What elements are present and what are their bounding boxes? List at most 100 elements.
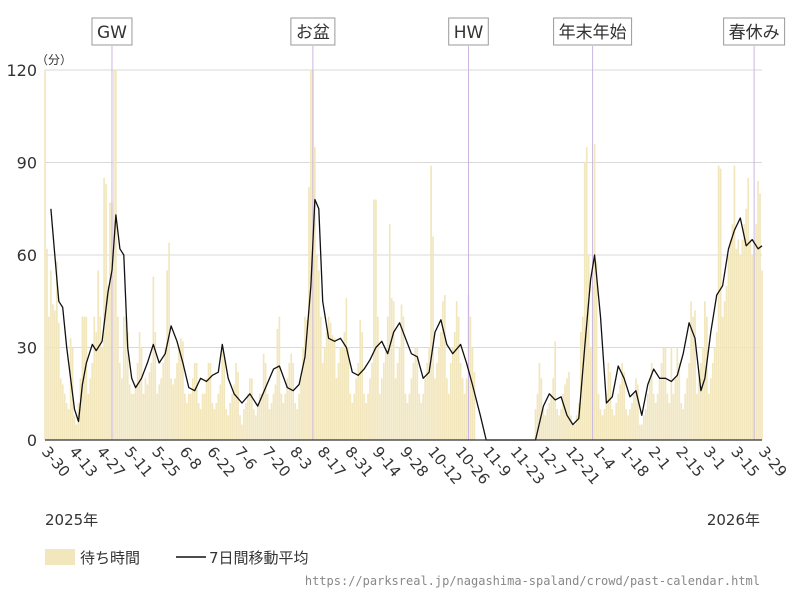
bar bbox=[713, 347, 716, 440]
bar bbox=[148, 372, 151, 440]
bar bbox=[288, 362, 291, 440]
bar bbox=[426, 362, 428, 440]
bar bbox=[115, 70, 117, 440]
bar bbox=[660, 362, 663, 440]
bar bbox=[164, 347, 166, 440]
bar bbox=[347, 347, 350, 440]
bar bbox=[554, 341, 557, 440]
bar bbox=[262, 353, 265, 440]
bar bbox=[400, 304, 403, 440]
bar bbox=[107, 285, 109, 440]
bar bbox=[294, 403, 296, 440]
bar bbox=[444, 295, 446, 440]
bar bbox=[676, 347, 679, 440]
bar bbox=[93, 316, 96, 440]
bar bbox=[55, 261, 58, 440]
holiday-label-text: HW bbox=[454, 23, 484, 43]
bar bbox=[599, 409, 602, 440]
bar bbox=[727, 255, 730, 440]
bar bbox=[69, 338, 72, 440]
bar bbox=[623, 372, 625, 440]
bar bbox=[538, 362, 541, 440]
bar bbox=[258, 393, 261, 440]
bar bbox=[341, 347, 344, 440]
bar bbox=[117, 316, 119, 440]
bar bbox=[585, 147, 588, 441]
bar bbox=[195, 362, 198, 440]
bar bbox=[126, 332, 129, 440]
legend-label-bar: 待ち時間 bbox=[80, 549, 140, 567]
bar bbox=[296, 409, 298, 440]
bar bbox=[536, 393, 539, 440]
bar bbox=[579, 332, 582, 440]
bar bbox=[180, 338, 182, 440]
bar bbox=[747, 177, 750, 440]
bar bbox=[392, 301, 395, 440]
bar bbox=[388, 224, 391, 440]
bar bbox=[57, 322, 60, 440]
bar bbox=[140, 347, 143, 440]
bar bbox=[353, 393, 356, 440]
bar bbox=[704, 301, 706, 440]
bar bbox=[160, 378, 163, 440]
bar bbox=[304, 316, 306, 440]
bar bbox=[241, 424, 243, 440]
bar bbox=[692, 316, 694, 440]
bar bbox=[166, 270, 168, 440]
bar bbox=[432, 236, 434, 440]
bar bbox=[174, 378, 176, 440]
bar bbox=[548, 403, 551, 440]
bar bbox=[211, 403, 214, 440]
bar bbox=[731, 224, 734, 440]
bar bbox=[233, 384, 235, 440]
bar bbox=[449, 362, 452, 440]
y-tick-label: 90 bbox=[17, 154, 37, 173]
holiday-label-box bbox=[91, 17, 133, 46]
bar bbox=[377, 316, 379, 440]
bar bbox=[404, 393, 407, 440]
bar bbox=[597, 393, 600, 440]
bar bbox=[365, 403, 367, 440]
bar bbox=[142, 393, 145, 440]
bar bbox=[276, 329, 279, 440]
bar bbox=[686, 378, 688, 440]
bar bbox=[227, 415, 230, 440]
x-tick-label: 5-25 bbox=[148, 443, 184, 481]
bar bbox=[721, 316, 724, 440]
bar bbox=[207, 362, 210, 440]
bar bbox=[759, 193, 761, 440]
bar bbox=[191, 378, 194, 440]
bar bbox=[463, 393, 466, 440]
bar bbox=[406, 403, 409, 440]
bar bbox=[641, 424, 643, 440]
bar bbox=[416, 347, 419, 440]
x-tick-label: 4-13 bbox=[66, 443, 102, 481]
bar bbox=[621, 362, 623, 440]
bar bbox=[674, 378, 677, 440]
bar bbox=[339, 347, 342, 440]
bar bbox=[430, 165, 432, 441]
bar bbox=[162, 362, 165, 440]
bar bbox=[103, 177, 105, 440]
bar bbox=[434, 378, 436, 440]
bar bbox=[451, 347, 454, 440]
y-tick-label: 30 bbox=[17, 339, 37, 358]
source-url: https://parksreal.jp/nagashima-spaland/c… bbox=[305, 574, 760, 588]
bar bbox=[605, 393, 608, 440]
bar bbox=[560, 409, 562, 440]
bar bbox=[199, 409, 202, 440]
bar bbox=[453, 332, 456, 440]
bar bbox=[631, 403, 633, 440]
bar bbox=[627, 415, 629, 440]
bar bbox=[144, 378, 147, 440]
bar bbox=[252, 409, 255, 440]
bar bbox=[63, 393, 66, 440]
bar bbox=[459, 362, 462, 440]
bar bbox=[176, 362, 178, 440]
bar bbox=[725, 285, 728, 440]
y-axis-unit: （分） bbox=[36, 53, 72, 67]
bar bbox=[442, 301, 444, 440]
bar bbox=[418, 393, 421, 440]
bar bbox=[668, 403, 671, 440]
